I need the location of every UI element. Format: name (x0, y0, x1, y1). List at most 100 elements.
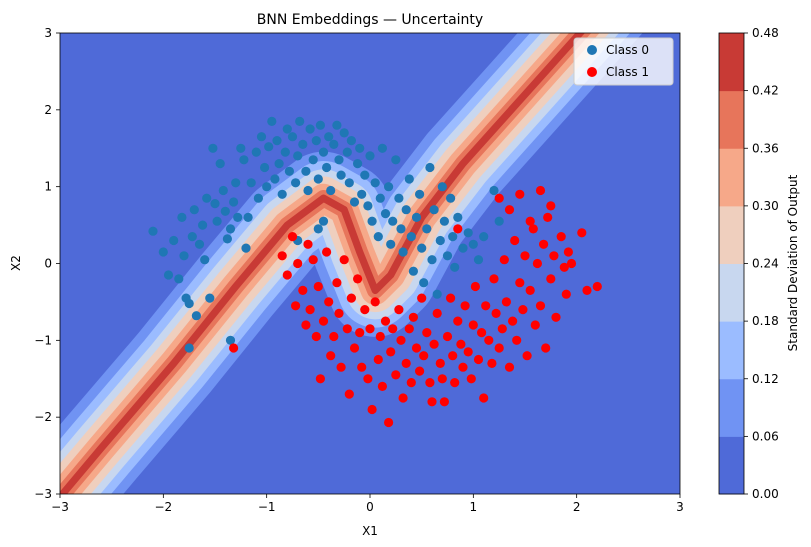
x-tick-label: −1 (258, 500, 276, 514)
point-class-1 (453, 316, 463, 326)
colorbar-tick-label: 0.24 (752, 257, 779, 271)
point-class-0 (264, 142, 274, 152)
colorbar-tick-label: 0.42 (752, 84, 779, 98)
point-class-1 (494, 343, 504, 353)
point-class-1 (313, 281, 323, 292)
point-class-1 (380, 316, 391, 326)
point-class-0 (177, 212, 187, 222)
point-class-0 (260, 162, 270, 173)
point-class-1 (535, 185, 546, 196)
point-class-0 (184, 298, 194, 309)
colorbar-label: Standard Deviation of Output (786, 174, 800, 351)
point-class-1 (404, 324, 414, 334)
point-class-1 (460, 301, 470, 311)
point-class-1 (582, 285, 592, 295)
point-class-0 (377, 143, 387, 153)
point-class-0 (388, 216, 398, 226)
point-class-1 (525, 285, 535, 295)
x-tick-label: −3 (51, 500, 69, 514)
point-class-0 (295, 116, 305, 126)
point-class-0 (241, 243, 251, 253)
point-class-1 (470, 281, 480, 292)
point-class-0 (380, 209, 391, 219)
point-class-0 (432, 289, 442, 299)
point-class-0 (329, 139, 339, 149)
point-class-0 (391, 155, 401, 165)
point-class-0 (198, 220, 208, 230)
point-class-0 (357, 189, 367, 199)
point-class-0 (184, 343, 194, 353)
point-class-1 (394, 305, 404, 315)
point-class-0 (287, 132, 298, 142)
legend-label-class-0: Class 0 (606, 43, 649, 57)
point-class-1 (566, 258, 577, 269)
x-tick-label: 1 (470, 500, 478, 514)
point-class-1 (446, 293, 456, 303)
point-class-0 (229, 197, 239, 207)
point-class-0 (396, 224, 406, 234)
point-class-0 (342, 147, 352, 157)
point-class-1 (301, 320, 311, 330)
point-class-1 (515, 189, 525, 199)
point-class-1 (522, 351, 532, 361)
y-tick-label: −3 (34, 487, 52, 501)
y-tick-label: 0 (44, 257, 52, 271)
point-class-0 (200, 255, 210, 265)
point-class-1 (439, 397, 449, 407)
point-class-1 (298, 285, 308, 295)
point-class-0 (305, 124, 315, 134)
point-class-1 (546, 274, 556, 284)
point-class-0 (163, 270, 174, 280)
point-class-1 (429, 339, 439, 349)
point-class-0 (448, 232, 458, 242)
colorbar-segment (719, 148, 744, 207)
point-class-0 (205, 293, 215, 303)
point-class-1 (303, 239, 313, 249)
point-class-1 (484, 335, 494, 345)
point-class-0 (427, 255, 437, 265)
point-class-0 (404, 174, 414, 184)
point-class-0 (346, 136, 356, 146)
point-class-1 (489, 274, 499, 284)
point-class-0 (222, 234, 232, 244)
point-class-0 (215, 159, 225, 169)
point-class-1 (360, 305, 370, 315)
colorbar-segment (719, 321, 744, 380)
point-class-1 (375, 331, 385, 342)
point-class-0 (349, 197, 360, 207)
point-class-0 (303, 185, 313, 196)
point-class-1 (408, 312, 418, 322)
point-class-0 (406, 232, 416, 242)
point-class-1 (541, 343, 551, 353)
point-class-0 (353, 159, 363, 169)
x-tick-label: 0 (366, 500, 374, 514)
point-class-0 (401, 205, 411, 215)
point-class-1 (425, 378, 435, 388)
point-class-0 (363, 201, 373, 211)
y-axis-label: X2 (9, 255, 23, 271)
point-class-1 (577, 228, 587, 238)
point-class-0 (367, 216, 377, 226)
point-class-0 (417, 243, 427, 253)
point-class-0 (311, 136, 321, 146)
point-class-1 (334, 308, 344, 318)
point-class-0 (194, 239, 205, 249)
point-class-0 (282, 124, 292, 134)
point-class-1 (342, 324, 352, 334)
point-class-1 (324, 297, 334, 307)
point-class-0 (291, 178, 301, 188)
point-class-1 (388, 324, 398, 334)
colorbar-tick-label: 0.00 (752, 487, 779, 501)
point-class-0 (243, 212, 253, 222)
x-axis: −3 −2 −1 0 1 2 3 (51, 494, 684, 514)
point-class-1 (479, 393, 489, 403)
point-class-0 (267, 116, 277, 126)
point-class-1 (561, 289, 571, 299)
colorbar-segment (719, 90, 744, 149)
colorbar-tick-label: 0.48 (752, 26, 779, 40)
point-class-1 (432, 308, 442, 318)
point-class-1 (437, 374, 447, 384)
point-class-0 (332, 120, 342, 130)
point-class-1 (435, 358, 445, 368)
point-class-0 (450, 262, 460, 272)
